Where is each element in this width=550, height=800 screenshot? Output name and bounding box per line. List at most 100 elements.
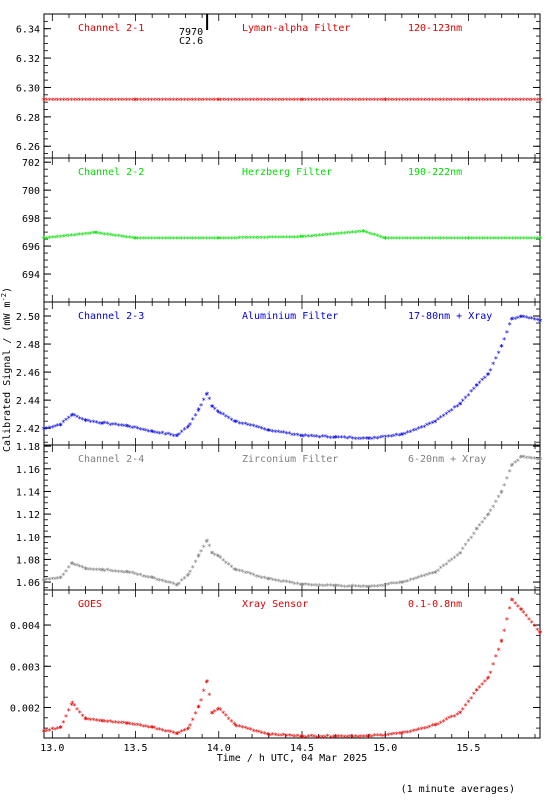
- data-point-anchor: *: [366, 733, 371, 742]
- data-point: *: [75, 706, 80, 715]
- data-point: *: [94, 97, 99, 106]
- data-point: *: [386, 581, 391, 590]
- data-point: *: [42, 235, 47, 244]
- data-point: *: [507, 468, 512, 477]
- data-point: *: [251, 423, 256, 432]
- data-point: *: [119, 720, 124, 729]
- data-point: *: [364, 435, 369, 444]
- data-point: *: [400, 580, 405, 589]
- data-point-anchor: *: [205, 537, 210, 546]
- y-tick-label: 6.26: [16, 142, 40, 153]
- data-point: *: [121, 719, 126, 728]
- data-point: *: [383, 582, 388, 591]
- data-point: *: [510, 97, 515, 106]
- data-point: *: [171, 730, 176, 739]
- data-point: *: [193, 97, 198, 106]
- data-point: *: [212, 97, 217, 106]
- data-point-anchor: *: [100, 718, 105, 727]
- data-point: *: [146, 97, 151, 106]
- data-point: *: [243, 421, 248, 430]
- panel-channel-label: Channel 2-4: [78, 454, 144, 465]
- data-point: *: [438, 235, 443, 244]
- data-point: *: [273, 577, 278, 586]
- data-point: *: [485, 235, 490, 244]
- data-point-anchor: *: [42, 728, 47, 737]
- data-point: *: [458, 97, 463, 106]
- data-point: *: [119, 422, 124, 431]
- data-point: *: [152, 429, 157, 438]
- data-point-anchor: *: [538, 456, 543, 465]
- data-point: *: [405, 429, 410, 438]
- data-point: *: [270, 428, 275, 437]
- data-point: *: [66, 564, 71, 573]
- data-point: *: [328, 734, 333, 743]
- data-point: *: [50, 234, 55, 243]
- data-point: *: [152, 235, 157, 244]
- data-point: *: [121, 233, 126, 242]
- data-point: *: [350, 435, 355, 444]
- data-point: *: [61, 419, 66, 428]
- data-point: *: [408, 729, 413, 738]
- data-point: *: [491, 235, 496, 244]
- data-point: *: [441, 412, 446, 421]
- data-point: *: [248, 726, 253, 735]
- data-point: *: [248, 235, 253, 244]
- data-point: *: [91, 97, 96, 106]
- data-point: *: [276, 429, 281, 438]
- data-point: *: [155, 97, 160, 106]
- data-point: *: [400, 235, 405, 244]
- data-point: *: [190, 235, 195, 244]
- data-point: *: [105, 567, 110, 576]
- data-point-anchor: *: [509, 316, 514, 325]
- data-point: *: [135, 721, 140, 730]
- data-point: *: [193, 558, 198, 567]
- data-point: *: [119, 568, 124, 577]
- data-point: *: [174, 432, 179, 441]
- data-point-anchor: *: [205, 391, 210, 400]
- data-point: *: [287, 234, 292, 243]
- y-tick-label: 2.50: [16, 312, 40, 323]
- data-point: *: [284, 579, 289, 588]
- data-point: *: [257, 97, 262, 106]
- data-point: *: [452, 554, 457, 563]
- data-point: *: [295, 581, 300, 590]
- data-point: *: [411, 576, 416, 585]
- data-point: *: [502, 235, 507, 244]
- data-point-anchor: *: [538, 629, 543, 638]
- data-point: *: [257, 424, 262, 433]
- data-point-anchor: *: [474, 526, 479, 535]
- data-point: *: [524, 613, 529, 622]
- data-point: *: [133, 424, 138, 433]
- data-point: *: [378, 97, 383, 106]
- data-point: *: [251, 235, 256, 244]
- data-point: *: [262, 574, 267, 583]
- data-point: *: [375, 97, 380, 106]
- data-point: *: [64, 417, 69, 426]
- data-point: *: [160, 235, 165, 244]
- data-point: *: [303, 581, 308, 590]
- data-point: *: [130, 97, 135, 106]
- data-point: *: [425, 421, 430, 430]
- data-point: *: [375, 732, 380, 741]
- data-point: *: [312, 233, 317, 242]
- y-tick-label: 698: [22, 214, 40, 225]
- data-point: *: [405, 235, 410, 244]
- data-point-anchor: *: [93, 229, 98, 238]
- data-point: *: [375, 583, 380, 592]
- data-point: *: [86, 97, 91, 106]
- data-point: *: [427, 235, 432, 244]
- data-point: *: [436, 235, 441, 244]
- data-point: *: [403, 235, 408, 244]
- data-point: *: [234, 419, 239, 428]
- data-point: *: [207, 235, 212, 244]
- data-point: *: [237, 420, 242, 429]
- data-point: *: [301, 734, 306, 743]
- data-point: *: [234, 567, 239, 576]
- data-point: *: [163, 431, 168, 440]
- data-point-anchor: *: [433, 569, 438, 578]
- data-point: *: [317, 582, 322, 591]
- data-point: *: [83, 97, 88, 106]
- data-point: *: [254, 573, 259, 582]
- data-point: *: [389, 731, 394, 740]
- data-point: *: [334, 583, 339, 592]
